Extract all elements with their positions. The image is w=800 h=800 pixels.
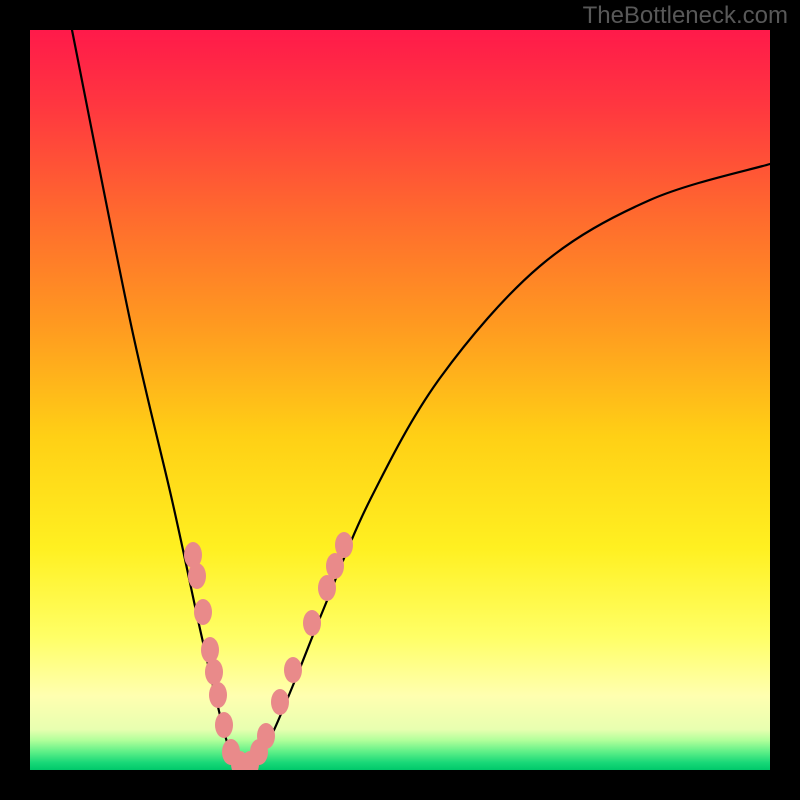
curve-marker [271,689,289,715]
curve-marker [205,659,223,685]
curve-marker [194,599,212,625]
gradient-background [30,30,770,770]
plot-area [30,30,770,777]
curve-marker [318,575,336,601]
curve-marker [335,532,353,558]
chart-stage: TheBottleneck.com [0,0,800,800]
curve-marker [284,657,302,683]
chart-svg [0,0,800,800]
curve-marker [257,723,275,749]
watermark-text: TheBottleneck.com [583,2,788,30]
curve-marker [188,563,206,589]
curve-marker [303,610,321,636]
curve-marker [215,712,233,738]
curve-marker [209,682,227,708]
curve-marker [201,637,219,663]
